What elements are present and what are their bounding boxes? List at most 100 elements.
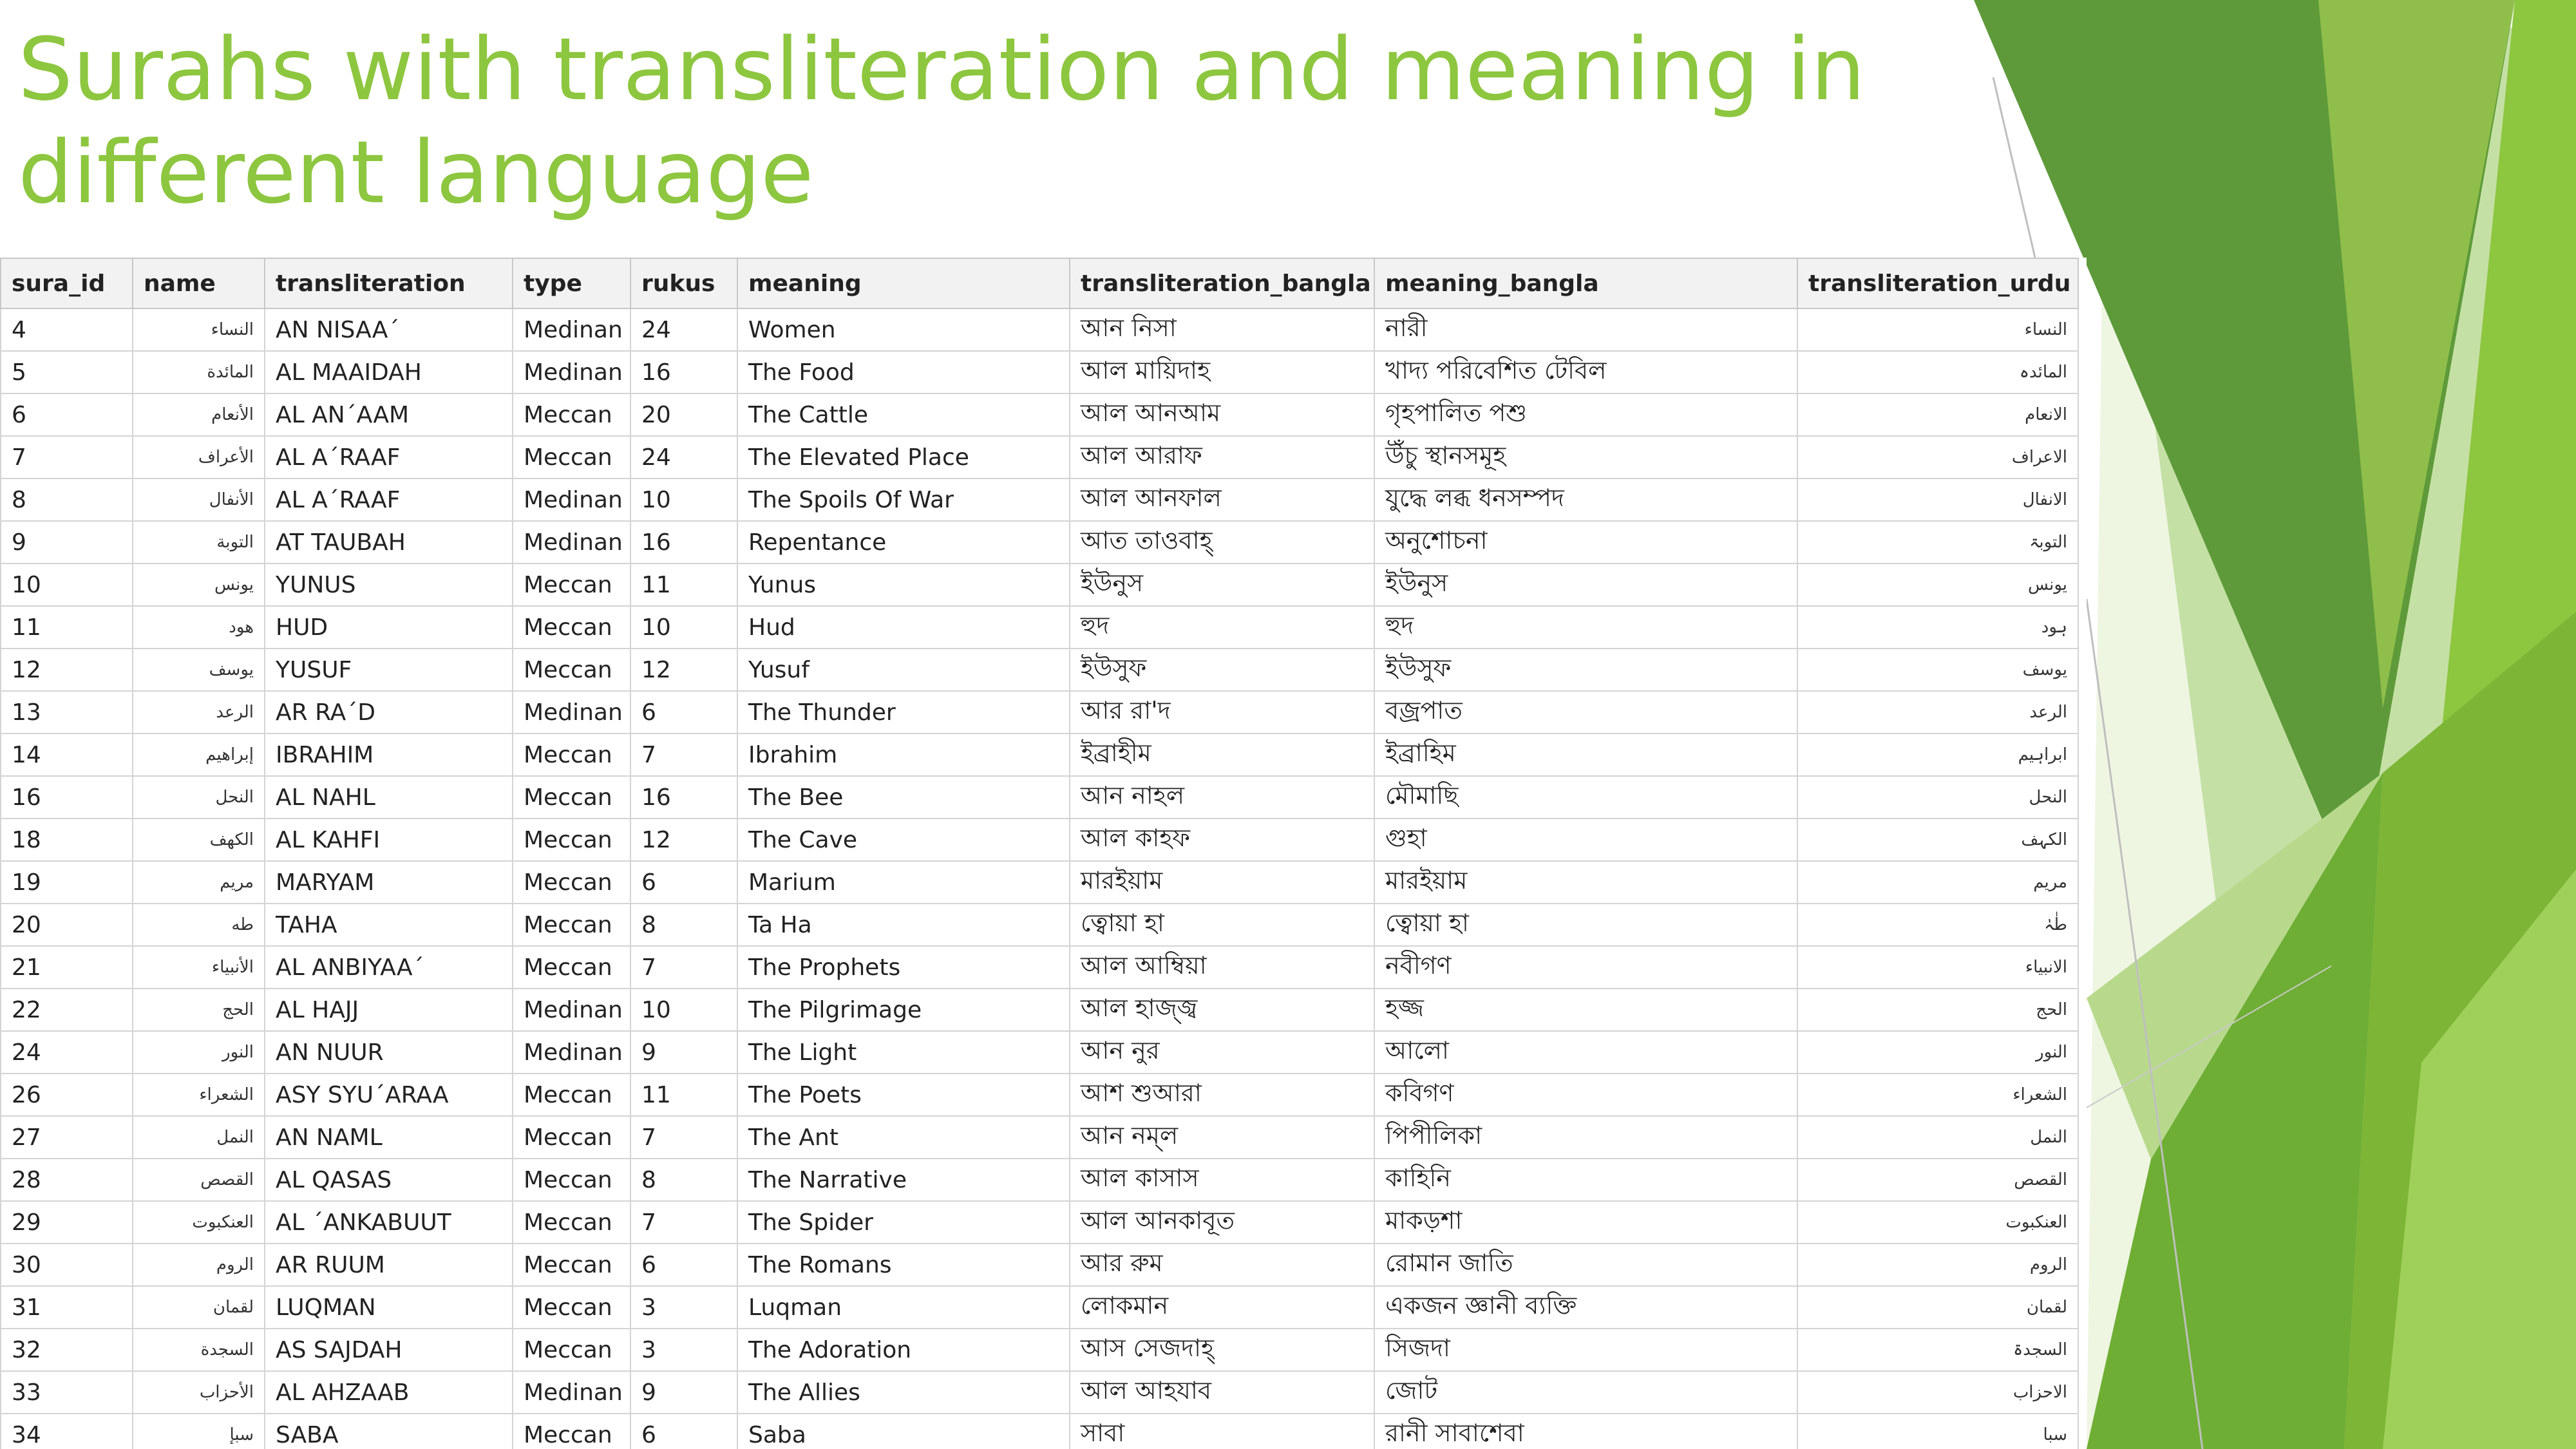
cell-type: Medinan [512, 308, 631, 352]
cell-meaning: The Adoration [737, 1328, 1070, 1372]
cell-meaning: The Cave [737, 818, 1070, 862]
cell-transliteration: AN NAML [264, 1115, 513, 1159]
cell-type: Medinan [512, 690, 631, 734]
cell-meaning-bangla: রানী সাবাশেবা [1374, 1413, 1798, 1449]
cell-rukus: 6 [630, 1243, 738, 1287]
cell-transliteration-bangla: আল কাসাস [1069, 1158, 1375, 1202]
cell-transliteration-bangla: ইব্রাহীম [1069, 733, 1375, 777]
cell-name: الأنفال [132, 478, 265, 522]
cell-transliteration-urdu: الشعراء [1797, 1073, 2079, 1117]
cell-meaning-bangla: রোমান জাতি [1374, 1243, 1798, 1287]
cell-meaning: The Food [737, 350, 1070, 394]
cell-name: الرعد [132, 690, 265, 734]
cell-meaning: Women [737, 308, 1070, 352]
cell-name: الروم [132, 1243, 265, 1287]
cell-sura-id: 5 [0, 350, 133, 394]
cell-sura-id: 32 [0, 1328, 133, 1372]
cell-transliteration-urdu: الاحزاب [1797, 1370, 2079, 1414]
column-header-transliteration: transliteration [264, 258, 513, 309]
cell-sura-id: 26 [0, 1073, 133, 1117]
cell-transliteration-urdu: الانفال [1797, 478, 2079, 522]
cell-type: Medinan [512, 1030, 631, 1074]
table-row: 21 الأنبياء AL ANBIYAA´ Meccan 7 The Prophets… [0, 945, 2079, 989]
cell-meaning: The Allies [737, 1370, 1070, 1414]
cell-transliteration-urdu: التوبۃ [1797, 520, 2079, 564]
cell-transliteration-bangla: আল হাজ্জ্ব [1069, 988, 1375, 1032]
cell-rukus: 16 [630, 350, 738, 394]
cell-meaning: The Ant [737, 1115, 1070, 1159]
cell-name: الأعراف [132, 435, 265, 479]
surah-table: sura_id name transliteration type rukus meani… [0, 258, 2079, 1449]
cell-meaning-bangla: মৌমাছি [1374, 775, 1798, 819]
cell-type: Meccan [512, 818, 631, 862]
cell-sura-id: 22 [0, 988, 133, 1032]
cell-sura-id: 20 [0, 903, 133, 947]
cell-transliteration-bangla: আল আম্বিয়া [1069, 945, 1375, 989]
cell-transliteration-urdu: الانعام [1797, 393, 2079, 437]
cell-type: Medinan [512, 988, 631, 1032]
cell-transliteration-urdu: یونس [1797, 563, 2079, 607]
cell-transliteration: AL AN´AAM [264, 393, 513, 437]
cell-meaning-bangla: গৃহপালিত পশু [1374, 393, 1798, 437]
cell-rukus: 20 [630, 393, 738, 437]
cell-meaning-bangla: ইউসুফ [1374, 648, 1798, 692]
cell-rukus: 24 [630, 308, 738, 352]
cell-rukus: 16 [630, 775, 738, 819]
cell-meaning: The Narrative [737, 1158, 1070, 1202]
cell-type: Meccan [512, 648, 631, 692]
cell-meaning-bangla: মারইয়াম [1374, 860, 1798, 904]
cell-transliteration-bangla: আল আনফাল [1069, 478, 1375, 522]
cell-rukus: 3 [630, 1285, 738, 1329]
cell-name: إبراهيم [132, 733, 265, 777]
table-row: 34 سبإ SABA Meccan 6 Saba সাবা রানী সাবাশেবা سبا [0, 1413, 2079, 1449]
cell-type: Meccan [512, 1413, 631, 1449]
table-row: 16 النحل AL NAHL Meccan 16 The Bee আন নাহল মৌমা… [0, 775, 2079, 819]
cell-meaning: The Elevated Place [737, 435, 1070, 479]
cell-transliteration: YUNUS [264, 563, 513, 607]
cell-type: Meccan [512, 1115, 631, 1159]
cell-transliteration-bangla: আন নম্‌ল [1069, 1115, 1375, 1159]
cell-meaning: Yusuf [737, 648, 1070, 692]
table-row: 14 إبراهيم IBRAHIM Meccan 7 Ibrahim ইব্রাহীম ইব… [0, 733, 2079, 777]
cell-meaning: Marium [737, 860, 1070, 904]
cell-transliteration-urdu: النور [1797, 1030, 2079, 1074]
cell-meaning: Hud [737, 605, 1070, 649]
cell-transliteration-bangla: মারইয়াম [1069, 860, 1375, 904]
cell-rukus: 11 [630, 563, 738, 607]
cell-sura-id: 9 [0, 520, 133, 564]
cell-transliteration: AT TAUBAH [264, 520, 513, 564]
cell-meaning-bangla: কবিগণ [1374, 1073, 1798, 1117]
cell-transliteration-urdu: الروم [1797, 1243, 2079, 1287]
cell-meaning: Ibrahim [737, 733, 1070, 777]
table-row: 18 الكهف AL KAHFI Meccan 12 The Cave আল কাহফ গু… [0, 818, 2079, 862]
cell-sura-id: 11 [0, 605, 133, 649]
cell-transliteration-bangla: আর রা'দ [1069, 690, 1375, 734]
table-row: 27 النمل AN NAML Meccan 7 The Ant আন নম্‌ল পিপী… [0, 1115, 2079, 1159]
cell-sura-id: 21 [0, 945, 133, 989]
cell-type: Meccan [512, 563, 631, 607]
cell-type: Medinan [512, 520, 631, 564]
cell-transliteration-bangla: আর রুম [1069, 1243, 1375, 1287]
cell-meaning-bangla: মাকড়শা [1374, 1200, 1798, 1244]
cell-transliteration-urdu: السجدۃ [1797, 1328, 2079, 1372]
cell-meaning-bangla: খাদ্য পরিবেশিত টেবিল [1374, 350, 1798, 394]
cell-meaning-bangla: ইউনুস [1374, 563, 1798, 607]
cell-name: النساء [132, 308, 265, 352]
table-row: 30 الروم AR RUUM Meccan 6 The Romans আর রুম রোম… [0, 1243, 2079, 1287]
cell-transliteration: AL AHZAAB [264, 1370, 513, 1414]
column-header-sura-id: sura_id [0, 258, 133, 309]
cell-rukus: 6 [630, 1413, 738, 1449]
cell-type: Meccan [512, 945, 631, 989]
cell-sura-id: 14 [0, 733, 133, 777]
cell-type: Meccan [512, 605, 631, 649]
column-header-meaning: meaning [737, 258, 1070, 309]
cell-type: Meccan [512, 903, 631, 947]
table-body: 4 النساء AN NISAA´ Medinan 24 Women আন নিসা নার… [0, 308, 2079, 1449]
cell-transliteration-urdu: الاعراف [1797, 435, 2079, 479]
cell-transliteration-urdu: ہود [1797, 605, 2079, 649]
cell-type: Meccan [512, 1285, 631, 1329]
cell-rukus: 16 [630, 520, 738, 564]
cell-transliteration-urdu: النمل [1797, 1115, 2079, 1159]
cell-sura-id: 12 [0, 648, 133, 692]
cell-rukus: 10 [630, 988, 738, 1032]
